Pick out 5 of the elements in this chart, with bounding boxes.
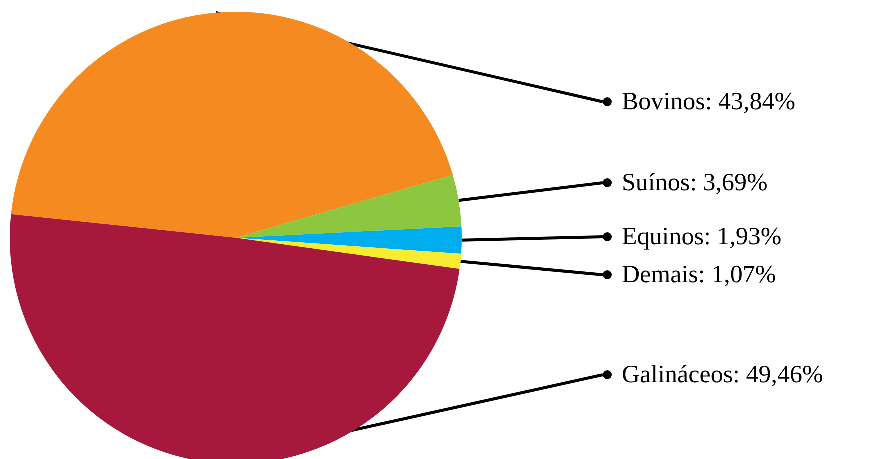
slice-label: Demais: 1,07% bbox=[622, 262, 776, 288]
slice-label: Equinos: 1,93% bbox=[622, 224, 782, 250]
slice-label: Galináceos: 49,46% bbox=[622, 362, 824, 388]
slice-label: Bovinos: 43,84% bbox=[622, 88, 796, 116]
slice-label: Suínos: 3,69% bbox=[622, 170, 768, 196]
